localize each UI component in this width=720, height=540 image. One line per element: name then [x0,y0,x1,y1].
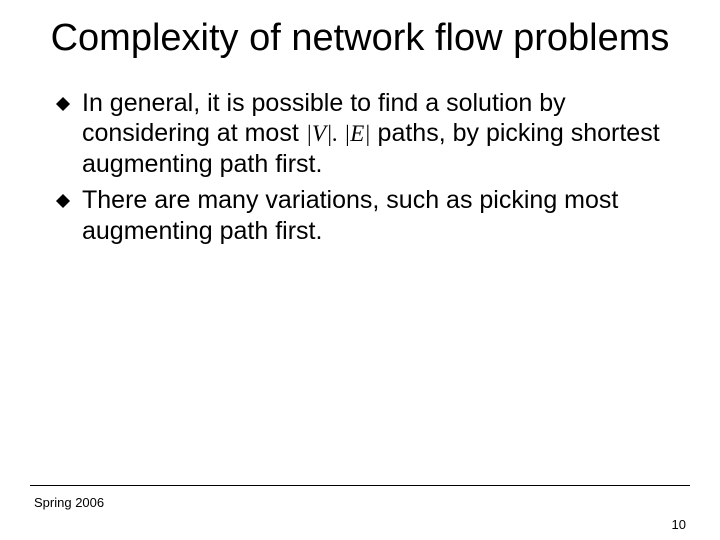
list-item: In general, it is possible to find a sol… [56,88,670,180]
slide: Complexity of network flow problems In g… [0,0,720,540]
slide-number: 10 [672,517,686,532]
diamond-bullet-icon [56,194,70,208]
diamond-bullet-icon [56,97,70,111]
bullet-text: There are many variations, such as picki… [82,185,670,246]
bullet-text-pre: There are many variations, such as picki… [82,186,618,245]
list-item: There are many variations, such as picki… [56,185,670,246]
bullet-text: In general, it is possible to find a sol… [82,88,670,180]
slide-title: Complexity of network flow problems [50,18,670,60]
bullet-text-math: |V|. |E| [306,121,371,146]
footer-left-label: Spring 2006 [34,495,104,510]
bullet-list: In general, it is possible to find a sol… [50,88,670,247]
footer-divider [30,485,690,486]
